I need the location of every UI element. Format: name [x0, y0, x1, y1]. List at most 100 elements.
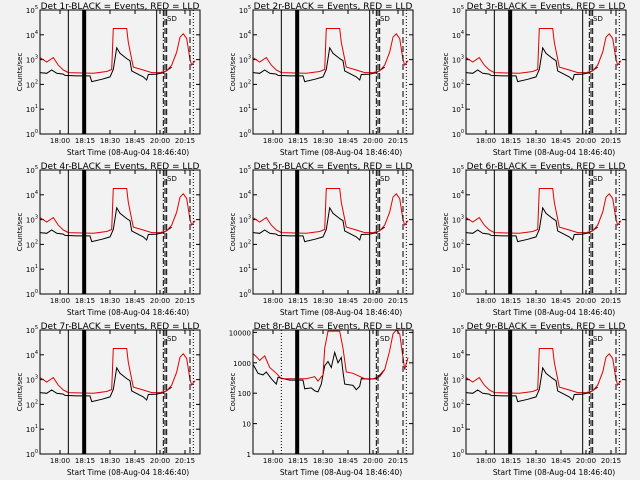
sd-annotation: SD [380, 175, 390, 183]
plot-title: Det 3r-BLACK = Events, RED = LLD [467, 2, 626, 12]
x-tick-label: 20:00 [363, 297, 383, 305]
series-events-line [39, 46, 172, 83]
plot-svg: Det 1r-BLACK = Events, RED = LLD Counts/s… [16, 2, 201, 157]
series-events-line [465, 46, 598, 83]
series-events-line [39, 366, 172, 403]
y-tick-label: 101 [26, 104, 38, 114]
plot-frame [465, 169, 627, 295]
y-tick-label: 101 [239, 104, 251, 114]
sd-annotation: SD [167, 15, 177, 23]
x-tick-label: 20:15 [388, 137, 408, 145]
y-tick-label: 105 [452, 5, 464, 15]
y-tick-label: 104 [452, 350, 464, 360]
y-tick-label: 102 [239, 239, 251, 249]
x-tick-label: 18:00 [476, 297, 496, 305]
x-tick-label: 20:15 [601, 457, 621, 465]
x-tick-label: 18:30 [526, 137, 546, 145]
x-tick-label: 18:30 [313, 457, 333, 465]
x-tick-label: 20:00 [576, 137, 596, 145]
y-tick-label: 100 [26, 449, 38, 459]
sd-annotation: SD [593, 335, 603, 343]
series-lld-line [39, 188, 196, 234]
sd-annotation: SD [380, 335, 390, 343]
x-tick-label: 20:15 [388, 457, 408, 465]
y-tick-label: 100 [452, 449, 464, 459]
y-tick-label: 105 [26, 165, 38, 175]
series-lld-line [465, 28, 622, 74]
y-tick-label: 101 [239, 264, 251, 274]
y-axis-label: Counts/sec [229, 53, 237, 92]
y-tick-label: 104 [26, 350, 38, 360]
y-axis-label: Counts/sec [442, 373, 450, 412]
y-tick-label: 104 [26, 30, 38, 40]
y-tick-label: 102 [239, 79, 251, 89]
x-tick-label: 20:15 [388, 297, 408, 305]
plot-svg: Det 3r-BLACK = Events, RED = LLD Counts/s… [442, 2, 627, 157]
y-tick-label: 103 [452, 375, 464, 385]
y-tick-label: 104 [26, 190, 38, 200]
y-tick-label: 105 [452, 325, 464, 335]
y-tick-label: 101 [452, 264, 464, 274]
x-tick-label: 18:00 [50, 137, 70, 145]
x-tick-label: 18:45 [125, 137, 145, 145]
x-tick-label: 20:00 [576, 457, 596, 465]
plot-svg: Det 2r-BLACK = Events, RED = LLD Counts/s… [229, 2, 414, 157]
plot-frame [252, 169, 414, 295]
y-tick-label: 104 [239, 30, 251, 40]
plot-frame [465, 329, 627, 455]
x-tick-label: 18:45 [125, 457, 145, 465]
x-tick-label: 18:15 [288, 137, 308, 145]
x-tick-label: 18:45 [338, 457, 358, 465]
series-lld-line [465, 348, 622, 394]
plot-frame [39, 9, 201, 135]
x-tick-label: 18:15 [75, 297, 95, 305]
series-lld-line [39, 348, 196, 394]
x-tick-label: 18:45 [338, 137, 358, 145]
x-tick-label: 18:30 [313, 297, 333, 305]
plot-title: Det 1r-BLACK = Events, RED = LLD [41, 2, 200, 12]
plot-svg: Det 4r-BLACK = Events, RED = LLD Counts/s… [16, 162, 201, 317]
plot-svg: Det 7r-BLACK = Events, RED = LLD Counts/s… [16, 322, 201, 477]
sd-annotation: SD [593, 15, 603, 23]
series-events-line [465, 366, 598, 403]
y-tick-label: 102 [26, 239, 38, 249]
x-tick-label: 20:00 [576, 297, 596, 305]
x-tick-label: 18:00 [476, 137, 496, 145]
series-events-line [252, 350, 386, 393]
y-axis-label: Counts/sec [229, 373, 237, 412]
y-tick-label: 100 [26, 289, 38, 299]
plot-title: Det 6r-BLACK = Events, RED = LLD [467, 162, 626, 172]
x-tick-label: 18:15 [75, 457, 95, 465]
sd-annotation: SD [593, 175, 603, 183]
plot-title: Det 5r-BLACK = Events, RED = LLD [254, 162, 413, 172]
x-tick-label: 20:00 [150, 297, 170, 305]
plot-svg: Det 9r-BLACK = Events, RED = LLD Counts/s… [442, 322, 627, 477]
y-tick-label: 100 [26, 129, 38, 139]
x-tick-label: 18:00 [263, 137, 283, 145]
y-tick-label: 103 [26, 375, 38, 385]
y-tick-label: 103 [26, 55, 38, 65]
x-tick-label: 18:00 [50, 457, 70, 465]
x-axis-label: Start Time (08-Aug-04 18:46:40) [493, 148, 615, 157]
plot-frame [252, 329, 414, 455]
y-tick-label: 103 [239, 215, 251, 225]
x-tick-label: 20:15 [175, 137, 195, 145]
detector-plot-7: Det 7r-BLACK = Events, RED = LLD Counts/s… [0, 320, 213, 480]
detector-plot-2: Det 2r-BLACK = Events, RED = LLD Counts/s… [213, 0, 426, 160]
x-axis-label: Start Time (08-Aug-04 18:46:40) [280, 468, 402, 477]
y-tick-label: 102 [26, 79, 38, 89]
x-tick-label: 18:00 [476, 457, 496, 465]
x-tick-label: 18:30 [313, 137, 333, 145]
y-tick-label: 103 [452, 55, 464, 65]
plot-title: Det 9r-BLACK = Events, RED = LLD [467, 322, 626, 332]
x-tick-label: 18:45 [551, 457, 571, 465]
x-axis-label: Start Time (08-Aug-04 18:46:40) [67, 308, 189, 317]
x-tick-label: 18:15 [501, 137, 521, 145]
y-tick-label: 102 [452, 79, 464, 89]
y-axis-label: Counts/sec [16, 373, 24, 412]
y-tick-label: 103 [239, 55, 251, 65]
y-tick-label: 10 [242, 421, 251, 429]
y-axis-label: Counts/sec [16, 53, 24, 92]
x-tick-label: 18:15 [501, 297, 521, 305]
y-tick-label: 100 [452, 289, 464, 299]
